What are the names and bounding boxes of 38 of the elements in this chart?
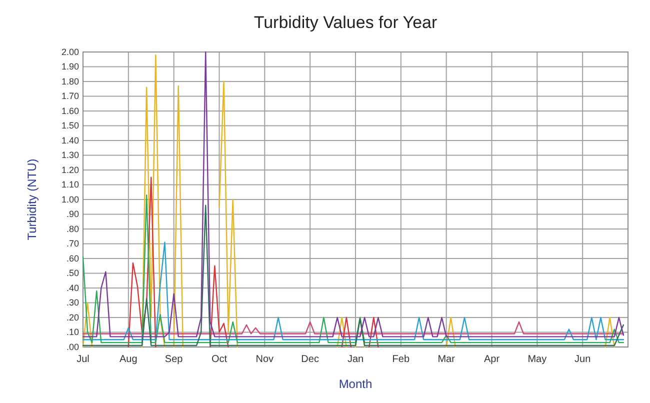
x-tick-label: May [528, 354, 547, 365]
y-tick-label: 1.60 [61, 106, 79, 116]
x-tick-label: Aug [120, 354, 138, 365]
y-tick-label: 1.10 [61, 180, 79, 190]
x-tick-label: Apr [484, 354, 500, 365]
x-tick-label: Sep [164, 354, 184, 365]
x-tick-label: Oct [211, 354, 228, 365]
x-tick-label: Nov [256, 354, 274, 365]
y-tick-label: .10 [66, 327, 79, 338]
y-tick-label: .80 [66, 224, 79, 234]
y-tick-label: .30 [66, 298, 79, 308]
x-tick-label: Dec [301, 354, 319, 365]
line-series [82, 321, 624, 334]
y-tick-label: .90 [66, 209, 79, 220]
x-tick-label: Feb [392, 354, 410, 365]
y-tick-label: 1.00 [61, 194, 79, 204]
y-tick-label: 1.70 [61, 91, 79, 102]
y-tick-label: 2.00 [61, 46, 79, 57]
y-tick-label: .20 [66, 312, 79, 322]
y-tick-label: 1.80 [61, 76, 79, 86]
x-tick-label: Jun [574, 354, 591, 365]
line-series [82, 242, 624, 340]
y-tick-label: .70 [66, 238, 79, 249]
y-tick-label: 1.50 [61, 120, 79, 131]
y-tick-label: .60 [66, 253, 79, 264]
x-tick-label: Jan [347, 354, 364, 365]
chart-title: Turbidity Values for Year [254, 13, 438, 32]
x-tick-label: Mar [438, 354, 456, 365]
y-tick-label: .40 [66, 282, 79, 293]
y-tick-label: 1.90 [61, 62, 79, 72]
x-axis-title: Month [338, 377, 372, 391]
y-tick-label: .50 [66, 268, 79, 278]
y-axis-title: Turbidity (NTU) [25, 158, 39, 240]
y-tick-label: .00 [66, 342, 79, 352]
x-tick-label: Jul [76, 354, 90, 365]
y-tick-label: 1.20 [61, 164, 79, 175]
y-tick-label: 1.30 [61, 150, 79, 160]
y-tick-label: 1.40 [61, 135, 79, 146]
